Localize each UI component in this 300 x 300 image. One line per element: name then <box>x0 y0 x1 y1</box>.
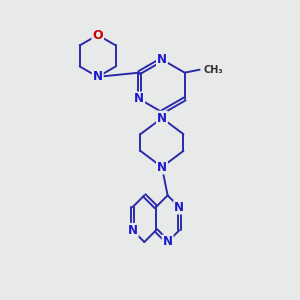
Text: N: N <box>134 92 144 105</box>
Text: O: O <box>92 28 103 41</box>
Text: N: N <box>128 224 138 237</box>
Text: N: N <box>157 53 167 66</box>
Text: N: N <box>157 112 167 124</box>
Text: N: N <box>93 70 103 83</box>
Text: N: N <box>163 236 172 248</box>
Text: CH₃: CH₃ <box>203 65 223 75</box>
Text: N: N <box>174 200 184 214</box>
Text: N: N <box>157 160 167 173</box>
